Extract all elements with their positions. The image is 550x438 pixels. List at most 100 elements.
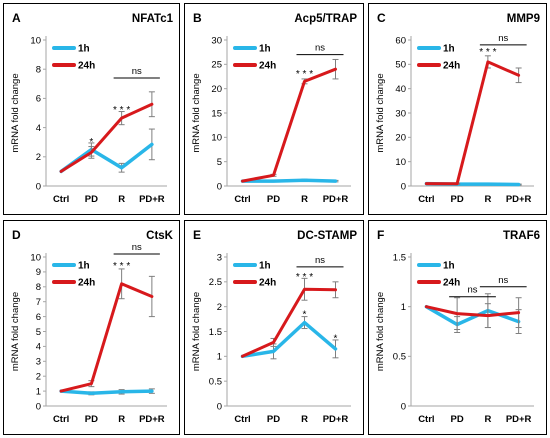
y-tick-label: 5 xyxy=(36,327,41,338)
x-tick-label: PD xyxy=(451,414,464,425)
y-tick-label: 9 xyxy=(36,267,41,278)
series-line-1h xyxy=(59,389,154,396)
panel-c: C MMP9 mRNA fold change 0 10 20 30 40 50 60 Ctrl PD… xyxy=(368,3,547,215)
legend-label-1h: 1h xyxy=(443,261,455,272)
panel-f: F TRAF6 mRNA fold change 0 0.5 1 1.5 Ctrl PD R PD+… xyxy=(368,220,547,435)
y-tick-label: 2 xyxy=(217,302,222,313)
significance-marker: * xyxy=(89,137,93,148)
x-tick-label: PD+R xyxy=(139,414,165,425)
y-tick-label: 0 xyxy=(36,181,41,192)
y-tick-label: 4 xyxy=(36,123,41,134)
y-tick-label: 0 xyxy=(217,401,222,412)
y-tick-label: 8 xyxy=(36,282,41,293)
legend-label-24h: 24h xyxy=(78,61,95,72)
y-tick-label: 3 xyxy=(217,252,222,263)
legend-label-1h: 1h xyxy=(443,44,455,55)
y-tick-label: 10 xyxy=(30,252,41,263)
legend-label-24h: 24h xyxy=(443,278,460,289)
x-tick-label: Ctrl xyxy=(234,194,250,205)
series-line-1h xyxy=(59,142,154,174)
y-axis-label: mRNA fold change xyxy=(375,292,386,371)
x-tick-label: R xyxy=(301,194,308,205)
legend-label-24h: 24h xyxy=(78,278,95,289)
legend-label-1h: 1h xyxy=(78,261,90,272)
y-tick-label: 0.5 xyxy=(209,376,222,387)
ns-label: ns xyxy=(132,242,142,253)
y-tick-label: 60 xyxy=(395,35,406,46)
series-line-24h xyxy=(424,305,521,318)
y-tick-label: 20 xyxy=(211,84,222,95)
x-tick-label: PD xyxy=(267,194,280,205)
y-tick-label: 10 xyxy=(211,133,222,144)
x-tick-label: R xyxy=(301,414,308,425)
y-axis-label: mRNA fold change xyxy=(10,292,21,371)
panel-a: A NFATc1 mRNA fold change 0 2 4 6 8 10 Ctrl PD R PD+… xyxy=(3,3,180,215)
y-tick-label: 15 xyxy=(211,108,222,119)
ns-label: ns xyxy=(315,255,325,266)
y-tick-label: 0 xyxy=(401,401,406,412)
x-tick-label: Ctrl xyxy=(53,414,69,425)
x-tick-label: PD xyxy=(451,194,464,205)
significance-marker: * * * xyxy=(479,47,496,58)
x-tick-label: PD xyxy=(85,414,98,425)
y-axis-label: mRNA fold change xyxy=(10,73,21,152)
significance-marker: * * * xyxy=(113,105,130,116)
y-tick-label: 2 xyxy=(36,152,41,163)
series-line-24h xyxy=(424,60,521,186)
x-tick-label: PD+R xyxy=(323,414,349,425)
ns-label: ns xyxy=(467,285,477,296)
x-tick-label: PD+R xyxy=(506,194,532,205)
panel-title: Acp5/TRAP xyxy=(294,13,357,25)
y-tick-label: 10 xyxy=(395,157,406,168)
series-line-1h xyxy=(240,178,338,183)
legend-label-24h: 24h xyxy=(259,278,276,289)
x-tick-label: R xyxy=(484,194,491,205)
x-tick-label: Ctrl xyxy=(418,414,434,425)
panel-letter: C xyxy=(377,11,386,25)
legend-label-1h: 1h xyxy=(259,261,271,272)
x-tick-label: R xyxy=(118,414,125,425)
panel-letter: A xyxy=(12,11,21,25)
panel-letter: D xyxy=(12,228,21,242)
y-tick-label: 4 xyxy=(36,342,41,353)
y-tick-label: 0 xyxy=(217,181,222,192)
y-tick-label: 30 xyxy=(211,35,222,46)
panel-letter: B xyxy=(193,11,202,25)
y-tick-label: 50 xyxy=(395,60,406,71)
ns-label: ns xyxy=(498,33,508,44)
significance-marker: * xyxy=(334,333,338,344)
chart-e: E DC-STAMP mRNA fold change 0 0.5 1 1.5 2 2.5 3 Ct… xyxy=(191,228,357,425)
series-line-1h xyxy=(240,320,338,359)
ns-label: ns xyxy=(315,43,325,54)
y-axis-label: mRNA fold change xyxy=(375,73,386,152)
chart-a: A NFATc1 mRNA fold change 0 2 4 6 8 10 Ctrl PD R PD+… xyxy=(10,11,174,205)
series-line-1h xyxy=(424,304,521,327)
panel-title: TRAF6 xyxy=(503,230,540,242)
panel-title: CtsK xyxy=(146,230,174,242)
panel-b: B Acp5/TRAP mRNA fold change 0 5 10 15 20 25 30 Ct… xyxy=(184,3,364,215)
y-axis-label: mRNA fold change xyxy=(191,292,202,371)
y-tick-label: 1.5 xyxy=(209,327,222,338)
y-tick-label: 0 xyxy=(36,401,41,412)
y-tick-label: 30 xyxy=(395,108,406,119)
x-tick-label: PD+R xyxy=(139,194,165,205)
series-line-24h xyxy=(59,282,154,393)
series-line-24h xyxy=(241,287,337,358)
chart-d: D CtsK mRNA fold change 0 1 2 3 4 5 6 7 8 9 10 Ctrl PD R… xyxy=(10,228,174,425)
x-tick-label: R xyxy=(484,414,491,425)
x-tick-label: PD xyxy=(85,194,98,205)
y-tick-label: 3 xyxy=(36,357,41,368)
y-tick-label: 1 xyxy=(36,386,41,397)
y-tick-label: 5 xyxy=(217,157,222,168)
x-tick-label: PD+R xyxy=(323,194,349,205)
y-tick-label: 6 xyxy=(36,94,41,105)
legend-label-1h: 1h xyxy=(259,44,271,55)
x-tick-label: PD xyxy=(267,414,280,425)
panel-e: E DC-STAMP mRNA fold change 0 0.5 1 1.5 2 2.5 3 Ct… xyxy=(184,220,364,435)
y-tick-label: 7 xyxy=(36,297,41,308)
y-tick-label: 25 xyxy=(211,60,222,71)
y-tick-label: 1 xyxy=(401,302,406,313)
significance-marker: * xyxy=(303,310,307,321)
significance-marker: * * * xyxy=(296,69,313,80)
